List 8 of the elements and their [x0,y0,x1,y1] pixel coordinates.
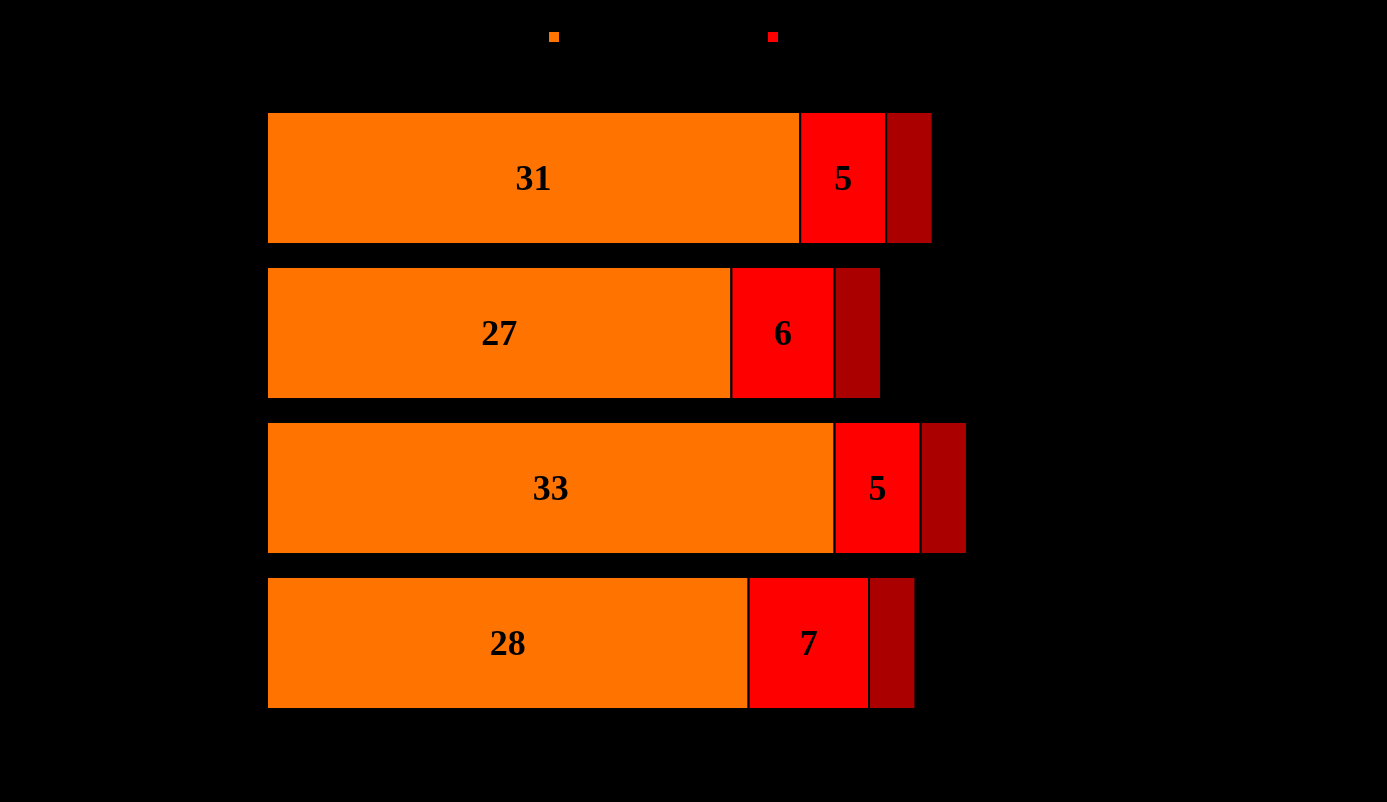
data-label: 31 [515,158,552,198]
data-label: 33 [532,468,569,508]
data-label: 28 [489,623,526,663]
data-label: 7 [799,623,818,663]
data-label: 5 [834,158,853,198]
data-label: 27 [481,313,518,353]
data-label: 5 [868,468,887,508]
data-label: 6 [774,313,792,353]
